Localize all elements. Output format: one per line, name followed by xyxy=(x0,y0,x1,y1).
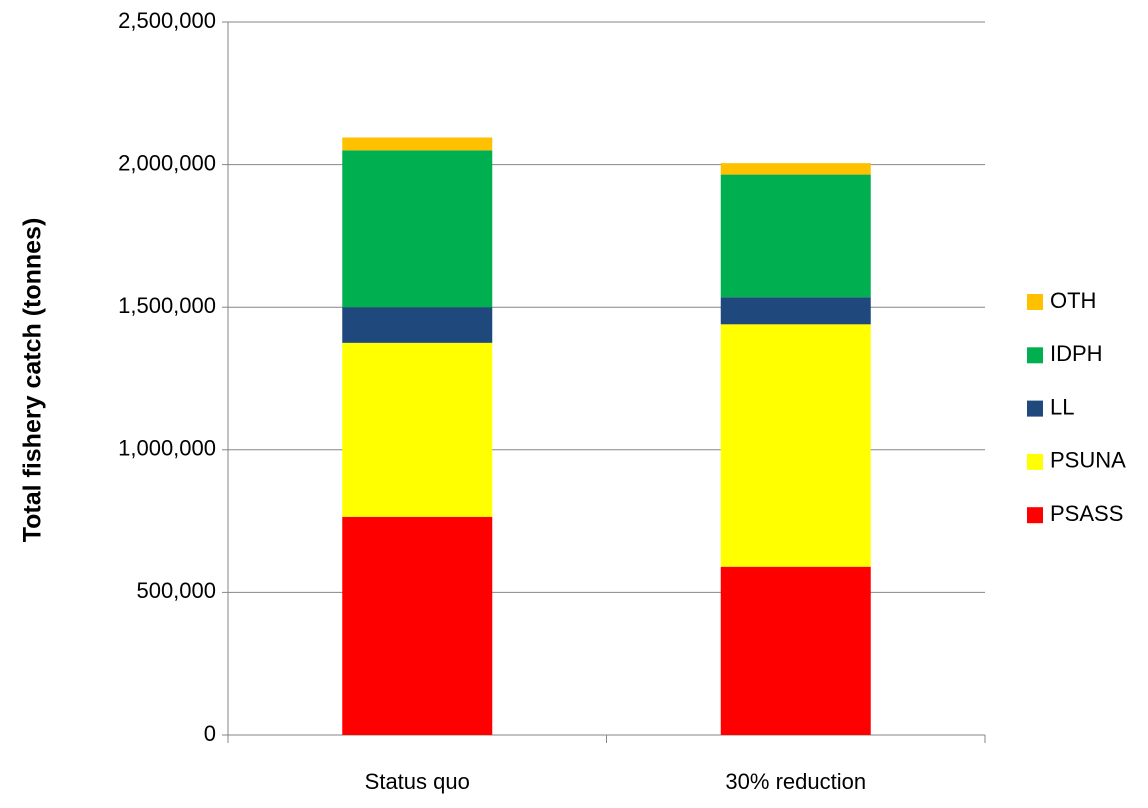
y-tick-label: 2,000,000 xyxy=(118,150,216,175)
legend-swatch xyxy=(1027,347,1043,364)
bar-segment xyxy=(720,297,871,325)
y-axis-title: Total fishery catch (tonnes) xyxy=(19,218,47,543)
bar-segment xyxy=(342,307,493,343)
legend-label: PSUNA xyxy=(1050,448,1126,473)
y-tick-label: 1,500,000 xyxy=(118,293,216,318)
legend-swatch xyxy=(1027,507,1043,524)
bar-segment xyxy=(342,137,493,151)
x-tick-label: 30% reduction xyxy=(725,769,866,794)
bar-segment xyxy=(342,342,493,517)
legend-label: LL xyxy=(1050,394,1074,419)
x-tick-label: Status quo xyxy=(365,769,470,794)
legend-label: IDPH xyxy=(1050,341,1103,366)
bar-segment xyxy=(342,516,493,735)
bar-segment xyxy=(720,324,871,567)
legend-swatch xyxy=(1027,294,1043,310)
bar-segment xyxy=(720,566,871,735)
y-tick-label: 500,000 xyxy=(136,578,216,603)
legend-label: OTH xyxy=(1050,288,1096,313)
legend-label: PSASS xyxy=(1050,501,1123,526)
bar-segment xyxy=(720,163,871,175)
legend-swatch xyxy=(1027,453,1043,470)
y-tick-label: 0 xyxy=(204,721,216,746)
legend-swatch xyxy=(1027,400,1043,417)
y-tick-label: 1,000,000 xyxy=(118,436,216,461)
bar-segment xyxy=(720,174,871,298)
bar-segment xyxy=(342,150,493,308)
y-tick-label: 2,500,000 xyxy=(118,8,216,33)
